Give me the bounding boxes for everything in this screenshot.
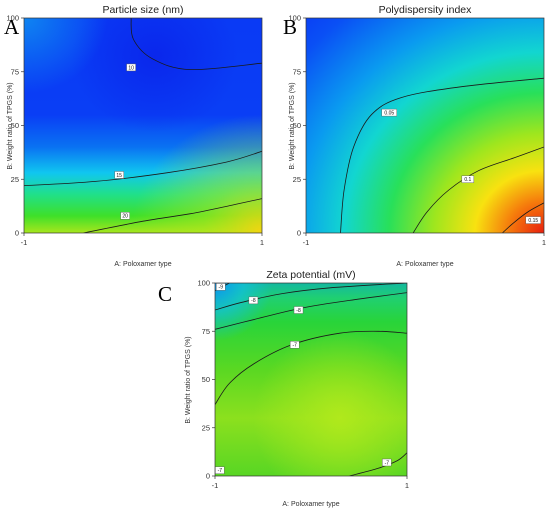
y-tick-label: 50 bbox=[293, 121, 301, 130]
y-tick-label: 75 bbox=[293, 67, 301, 76]
contour-line bbox=[24, 150, 262, 187]
heatmap-fill-b bbox=[306, 18, 544, 233]
contour-label: -7 bbox=[292, 343, 297, 349]
contour-label-box bbox=[289, 341, 300, 349]
y-tick-label: 25 bbox=[11, 175, 19, 184]
axes-c: 0 25 50 75 100 -1 1 bbox=[197, 279, 409, 490]
contour-label-box bbox=[461, 175, 475, 183]
contour-label: -8 bbox=[296, 308, 301, 314]
x-tick-label: 1 bbox=[542, 238, 546, 247]
x-tick-label: -1 bbox=[303, 238, 310, 247]
y-tick-label: 75 bbox=[202, 327, 210, 336]
contour-label-box bbox=[216, 283, 226, 291]
ylabel-c: B: Weight ratio of TPGS (%) bbox=[185, 336, 192, 423]
x-tick-label: -1 bbox=[21, 238, 28, 247]
panel-label-a: A bbox=[4, 15, 20, 39]
contours-b: 0.05 0.1 0.15 bbox=[340, 77, 544, 233]
contour-label-box bbox=[126, 63, 136, 72]
panel-label-c: C bbox=[158, 282, 172, 306]
contour-label: 0.05 bbox=[384, 110, 394, 116]
y-tick-label: 0 bbox=[206, 472, 210, 481]
contour-label-box bbox=[120, 212, 130, 220]
xlabel-c: A: Poloxamer type bbox=[282, 501, 339, 508]
contour-label: 10 bbox=[128, 65, 134, 71]
xlabel-a: A: Poloxamer type bbox=[114, 261, 171, 268]
contour-label-box bbox=[382, 458, 392, 467]
title-c: Zeta potential (mV) bbox=[266, 269, 355, 281]
y-tick-label: 50 bbox=[202, 375, 210, 384]
contour-line bbox=[340, 77, 544, 233]
contour-line bbox=[130, 18, 262, 71]
x-tick-label: 1 bbox=[260, 238, 264, 247]
y-tick-label: 0 bbox=[297, 229, 301, 238]
y-tick-label: 100 bbox=[197, 279, 210, 288]
contours-a: 10 15 20 bbox=[24, 18, 262, 233]
contour-line bbox=[502, 202, 544, 233]
contour-label: -8 bbox=[251, 298, 256, 304]
y-tick-label: 100 bbox=[6, 14, 19, 23]
panel-label-b: B bbox=[283, 15, 297, 39]
contour-label-box bbox=[114, 171, 124, 179]
title-a: Particle size (nm) bbox=[102, 4, 183, 16]
contour-label-box bbox=[293, 306, 304, 314]
y-tick-label: 25 bbox=[202, 423, 210, 432]
contour-line bbox=[83, 198, 262, 233]
contour-line bbox=[215, 283, 407, 311]
heatmap-fill-a bbox=[24, 18, 262, 233]
heatmap-fill-c bbox=[215, 283, 407, 476]
y-tick-label: 0 bbox=[15, 229, 19, 238]
contour-label: -9 bbox=[219, 285, 224, 291]
xlabel-b: A: Poloxamer type bbox=[396, 261, 453, 268]
contour-label: 0.1 bbox=[464, 177, 471, 183]
contour-label: -7 bbox=[385, 460, 390, 466]
axes-b: 0 25 50 75 100 -1 1 bbox=[288, 14, 546, 247]
contour-label-box bbox=[525, 216, 541, 224]
contour-label: 20 bbox=[122, 214, 128, 220]
contour-label-box bbox=[248, 296, 259, 305]
contour-label: 15 bbox=[116, 173, 122, 179]
ylabel-a: B: Weight ratio of TPGS (%) bbox=[7, 82, 14, 169]
title-b: Polydispersity index bbox=[379, 4, 473, 16]
y-tick-label: 25 bbox=[293, 175, 301, 184]
ylabel-b: B: Weight ratio of TPGS (%) bbox=[289, 82, 296, 169]
x-tick-label: 1 bbox=[405, 481, 409, 490]
contour-label: 0.15 bbox=[528, 218, 538, 224]
y-tick-label: 100 bbox=[288, 14, 301, 23]
contour-label: -7 bbox=[218, 468, 223, 474]
contours-c: -9 -8 -8 -7 -7 -7 bbox=[215, 283, 407, 476]
y-tick-label: 50 bbox=[11, 121, 19, 130]
axes-a: 0 25 50 75 100 -1 1 bbox=[6, 14, 264, 247]
y-tick-label: 75 bbox=[11, 67, 19, 76]
x-tick-label: -1 bbox=[212, 481, 219, 490]
contour-label-box bbox=[381, 108, 397, 117]
